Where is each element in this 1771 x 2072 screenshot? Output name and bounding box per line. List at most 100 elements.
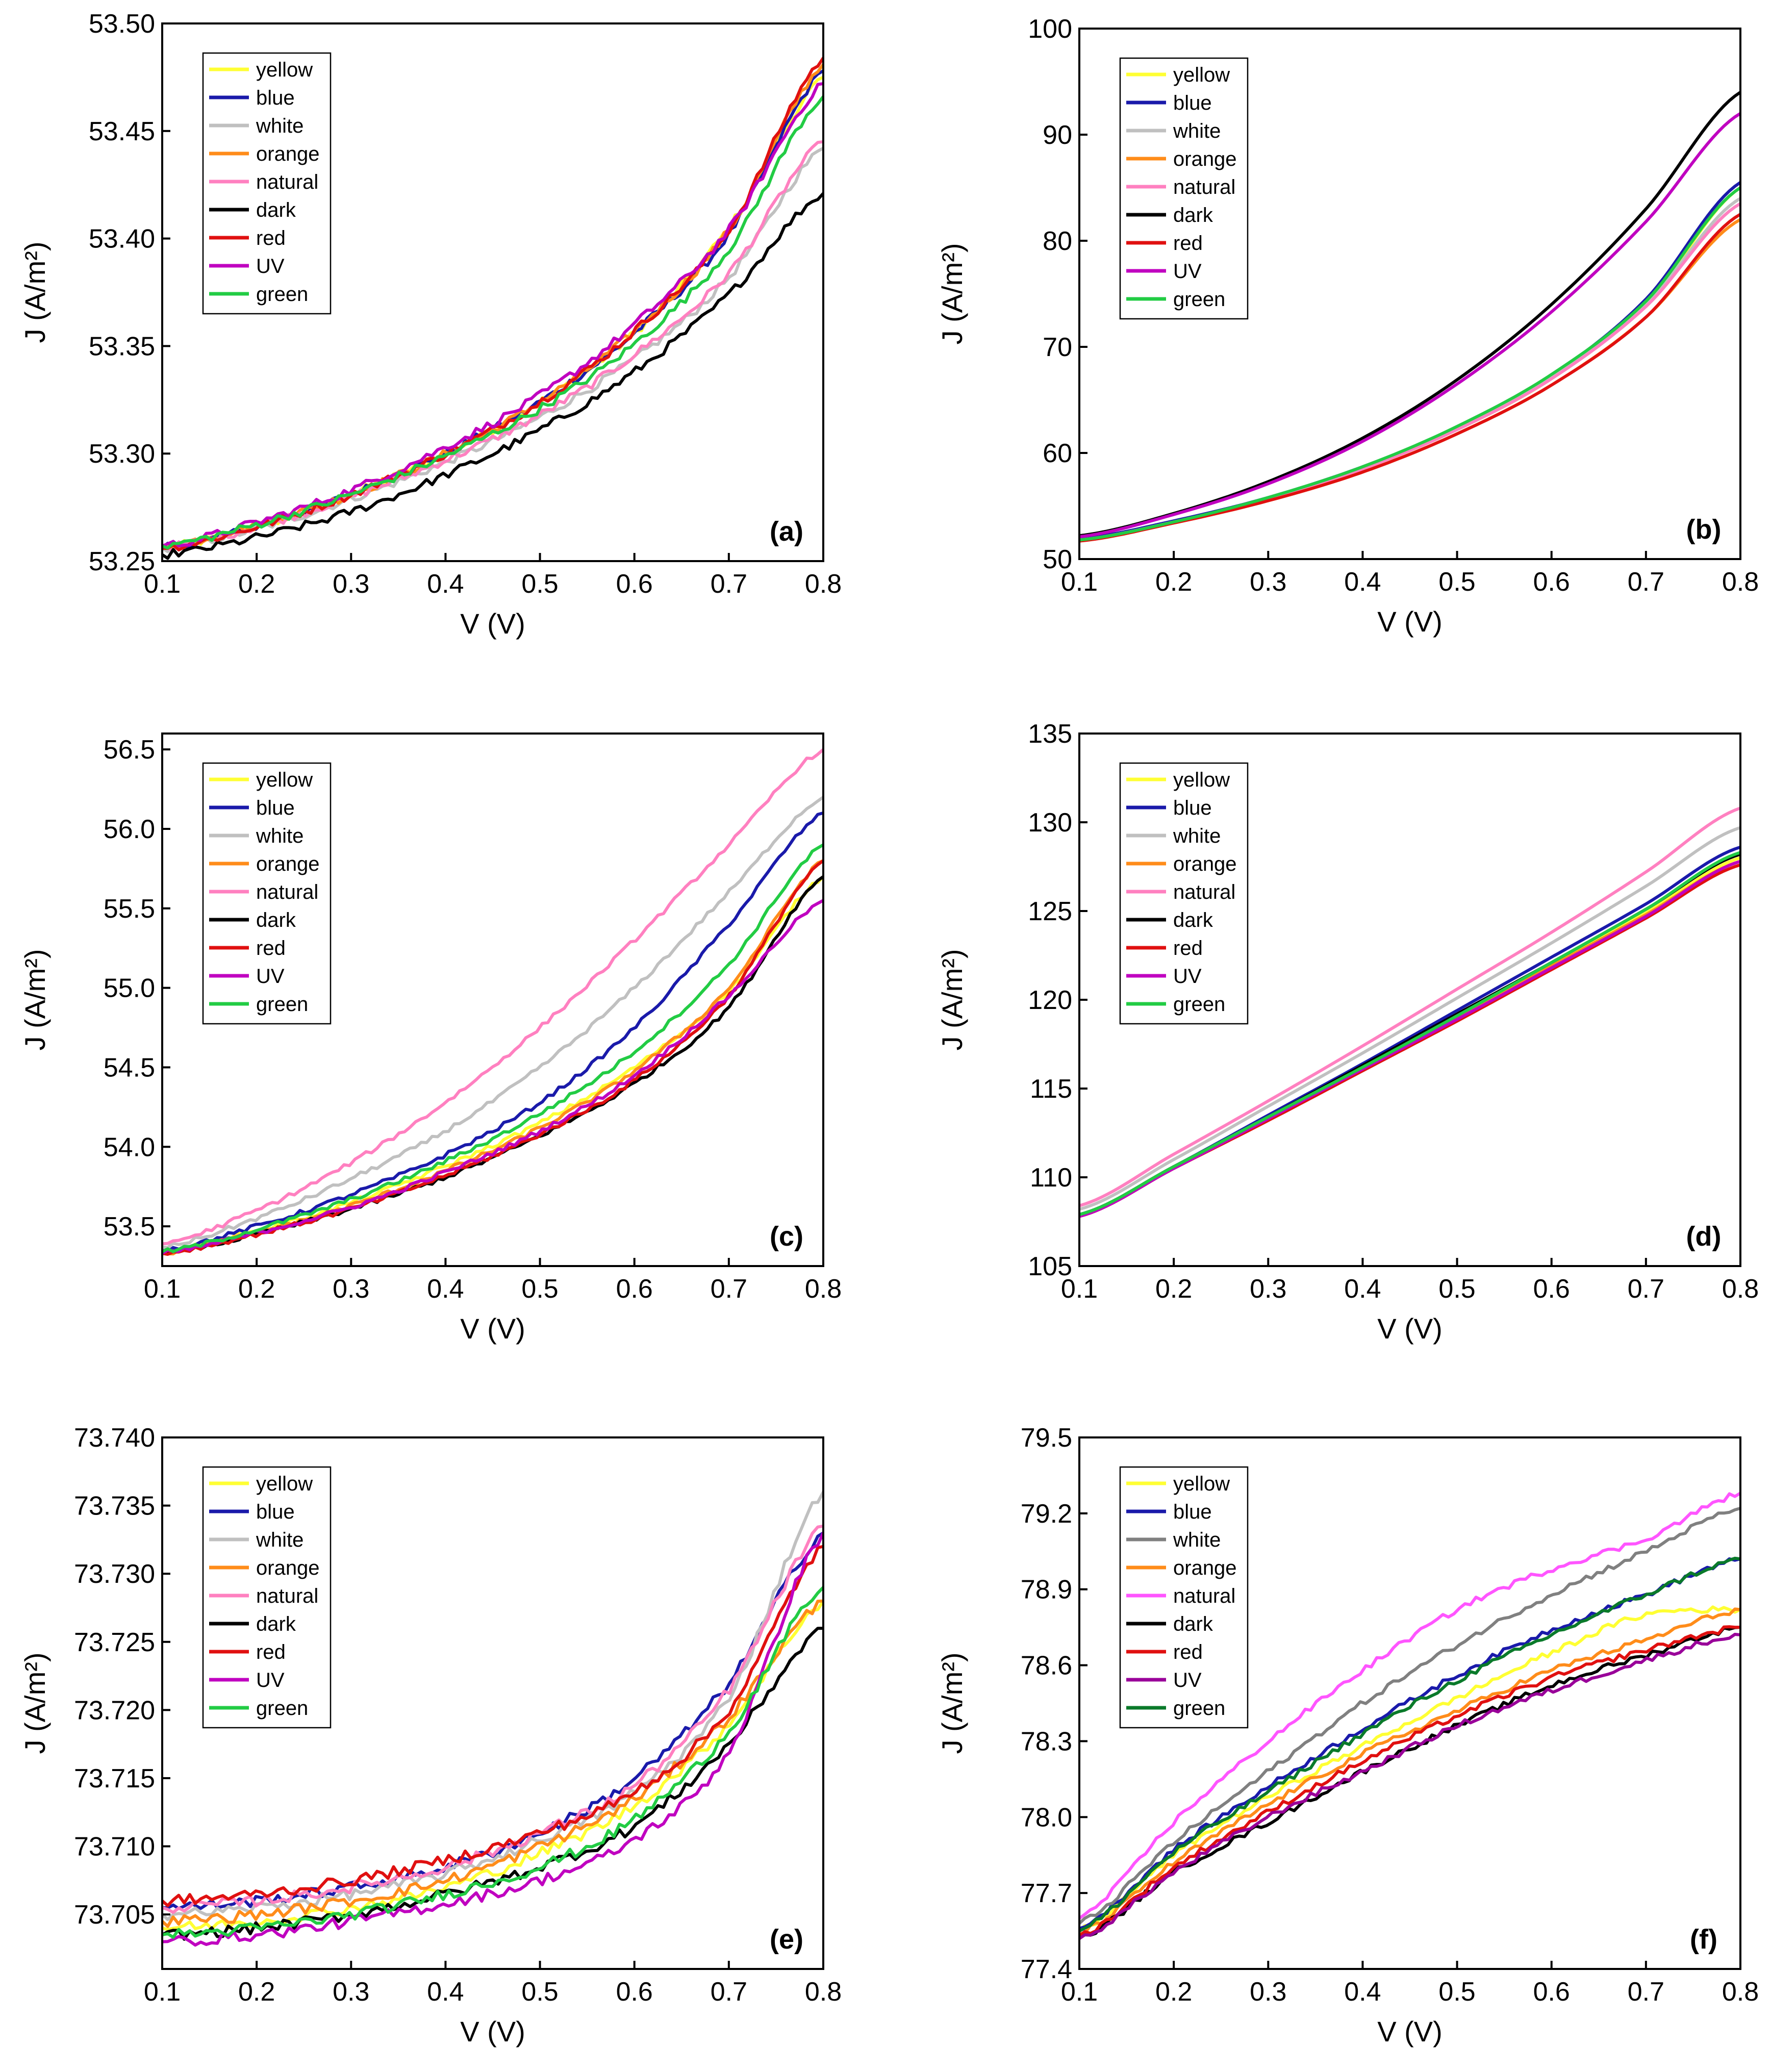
- series-line-green: [1079, 851, 1740, 1217]
- legend-label-white: white: [256, 825, 303, 847]
- x-tick-label: 0.3: [333, 1274, 369, 1304]
- y-tick-label: 56.0: [104, 815, 155, 844]
- y-tick-label: 70: [1043, 333, 1072, 362]
- y-axis-label: J (A/m²): [19, 949, 51, 1050]
- chart-panel-d: 0.1 0.2 0.3 0.4 0.5 0.6 0.7 0.8 105 110 115 120 125 1…: [936, 719, 1759, 1345]
- x-tick-label: 0.1: [144, 1274, 181, 1304]
- y-tick-label: 50: [1043, 545, 1072, 574]
- panel-tag: (c): [770, 1221, 803, 1252]
- x-tick-label: 0.4: [427, 1274, 464, 1304]
- y-tick-label: 77.7: [1021, 1879, 1072, 1908]
- x-axis-label: V (V): [1377, 2015, 1443, 2048]
- legend-label-yellow: yellow: [1173, 64, 1230, 86]
- x-axis-label: V (V): [1377, 1312, 1443, 1345]
- y-tick-label: 53.25: [89, 547, 155, 576]
- x-tick-label: 0.5: [1438, 1977, 1475, 2007]
- y-tick-label: 55.5: [104, 894, 155, 924]
- y-tick-label: 53.5: [104, 1212, 155, 1242]
- legend-label-natural: natural: [1173, 176, 1235, 198]
- x-tick-label: 0.6: [616, 569, 653, 599]
- y-tick-label: 80: [1043, 226, 1072, 256]
- x-tick-label: 0.8: [805, 1977, 842, 2007]
- x-axis-label: V (V): [460, 608, 525, 640]
- y-axis-label: J (A/m²): [936, 1652, 968, 1754]
- x-tick-label: 0.6: [1533, 1977, 1570, 2007]
- x-tick-label: 0.4: [1344, 567, 1381, 597]
- x-tick-label: 0.1: [1061, 567, 1098, 597]
- legend-label-white: white: [256, 1529, 303, 1551]
- chart-panel-f: 0.1 0.2 0.3 0.4 0.5 0.6 0.7 0.8 77.4 77.7 78.0 78.3…: [936, 1423, 1759, 2048]
- series-line-green: [162, 1585, 823, 1939]
- y-tick-label: 60: [1043, 439, 1072, 468]
- x-tick-label: 0.7: [1628, 1977, 1664, 2007]
- y-tick-label: 115: [1030, 1074, 1072, 1104]
- series-line-green: [162, 95, 823, 550]
- x-tick-label: 0.8: [1722, 567, 1759, 597]
- x-tick-label: 0.2: [238, 569, 275, 599]
- series-line-uv: [1079, 112, 1740, 539]
- y-tick-label: 78.0: [1021, 1803, 1072, 1832]
- x-tick-label: 0.7: [1628, 567, 1664, 597]
- series-line-dark: [162, 1627, 823, 1941]
- series-line-red: [162, 1545, 823, 1907]
- legend-label-uv: UV: [256, 1669, 285, 1691]
- series-group: [1079, 1492, 1740, 1940]
- legend-label-green: green: [256, 283, 308, 306]
- legend-label-white: white: [1173, 120, 1221, 142]
- legend-label-red: red: [1173, 937, 1203, 959]
- chart-panel-a: 0.1 0.2 0.3 0.4 0.5 0.6 0.7 0.8 53.25 53.30 53.35 5…: [19, 9, 842, 640]
- y-tick-label: 110: [1030, 1163, 1072, 1193]
- series-group: [1079, 90, 1740, 543]
- x-tick-label: 0.2: [238, 1977, 275, 2007]
- legend-label-white: white: [1173, 825, 1221, 847]
- series-line-uv: [162, 82, 823, 548]
- series-line-uv: [1079, 860, 1740, 1218]
- y-tick-label: 53.45: [89, 117, 155, 146]
- legend: yellow blue white orange natural dark red UV gre…: [202, 1466, 332, 1729]
- legend-label-green: green: [1173, 993, 1225, 1016]
- legend-label-dark: dark: [1173, 204, 1213, 226]
- plot-frame: [161, 22, 824, 562]
- series-line-uv: [162, 1531, 823, 1947]
- y-tick-label: 73.715: [74, 1764, 155, 1793]
- y-axis-label: J (A/m²): [936, 243, 968, 344]
- legend: yellow blue white orange natural dark red UV gre…: [202, 52, 332, 315]
- legend-label-red: red: [1173, 232, 1203, 255]
- series-line-dark: [1079, 1626, 1740, 1940]
- legend-label-green: green: [1173, 1697, 1225, 1720]
- series-line-uv: [162, 899, 823, 1255]
- legend-label-yellow: yellow: [1173, 1473, 1230, 1495]
- y-tick-label: 53.35: [89, 332, 155, 361]
- x-axis-label: V (V): [460, 2015, 525, 2048]
- legend-label-dark: dark: [1173, 909, 1213, 931]
- y-tick-label: 53.30: [89, 439, 155, 469]
- legend-label-red: red: [1173, 1641, 1203, 1663]
- y-axis-label: J (A/m²): [19, 241, 51, 343]
- x-tick-label: 0.2: [238, 1274, 275, 1304]
- series-line-white: [162, 795, 823, 1249]
- x-tick-label: 0.5: [521, 1977, 558, 2007]
- series-line-white: [1079, 1506, 1740, 1925]
- series-line-white: [162, 1490, 823, 1922]
- legend-label-green: green: [256, 1697, 308, 1720]
- x-tick-label: 0.1: [1061, 1274, 1098, 1304]
- x-tick-label: 0.7: [711, 1274, 747, 1304]
- y-tick-label: 73.730: [74, 1559, 155, 1589]
- series-line-white: [1079, 826, 1740, 1211]
- x-tick-label: 0.4: [427, 1977, 464, 2007]
- legend-label-dark: dark: [256, 1613, 296, 1635]
- panel-tag: (a): [770, 516, 803, 547]
- series-line-natural: [1079, 806, 1740, 1207]
- plot-frame: [161, 1436, 824, 1970]
- x-tick-label: 0.3: [1250, 1274, 1286, 1304]
- panel-tag: (d): [1686, 1221, 1722, 1252]
- legend-label-blue: blue: [1173, 797, 1212, 819]
- legend: yellow blue white orange natural dark red UV gre…: [202, 762, 332, 1025]
- series-line-yellow: [162, 1599, 823, 1931]
- legend: yellow blue white orange natural dark red UV gre…: [1119, 57, 1249, 320]
- legend-label-natural: natural: [256, 1585, 318, 1607]
- x-tick-label: 0.6: [616, 1274, 653, 1304]
- x-tick-label: 0.5: [1438, 567, 1475, 597]
- x-tick-label: 0.5: [521, 1274, 558, 1304]
